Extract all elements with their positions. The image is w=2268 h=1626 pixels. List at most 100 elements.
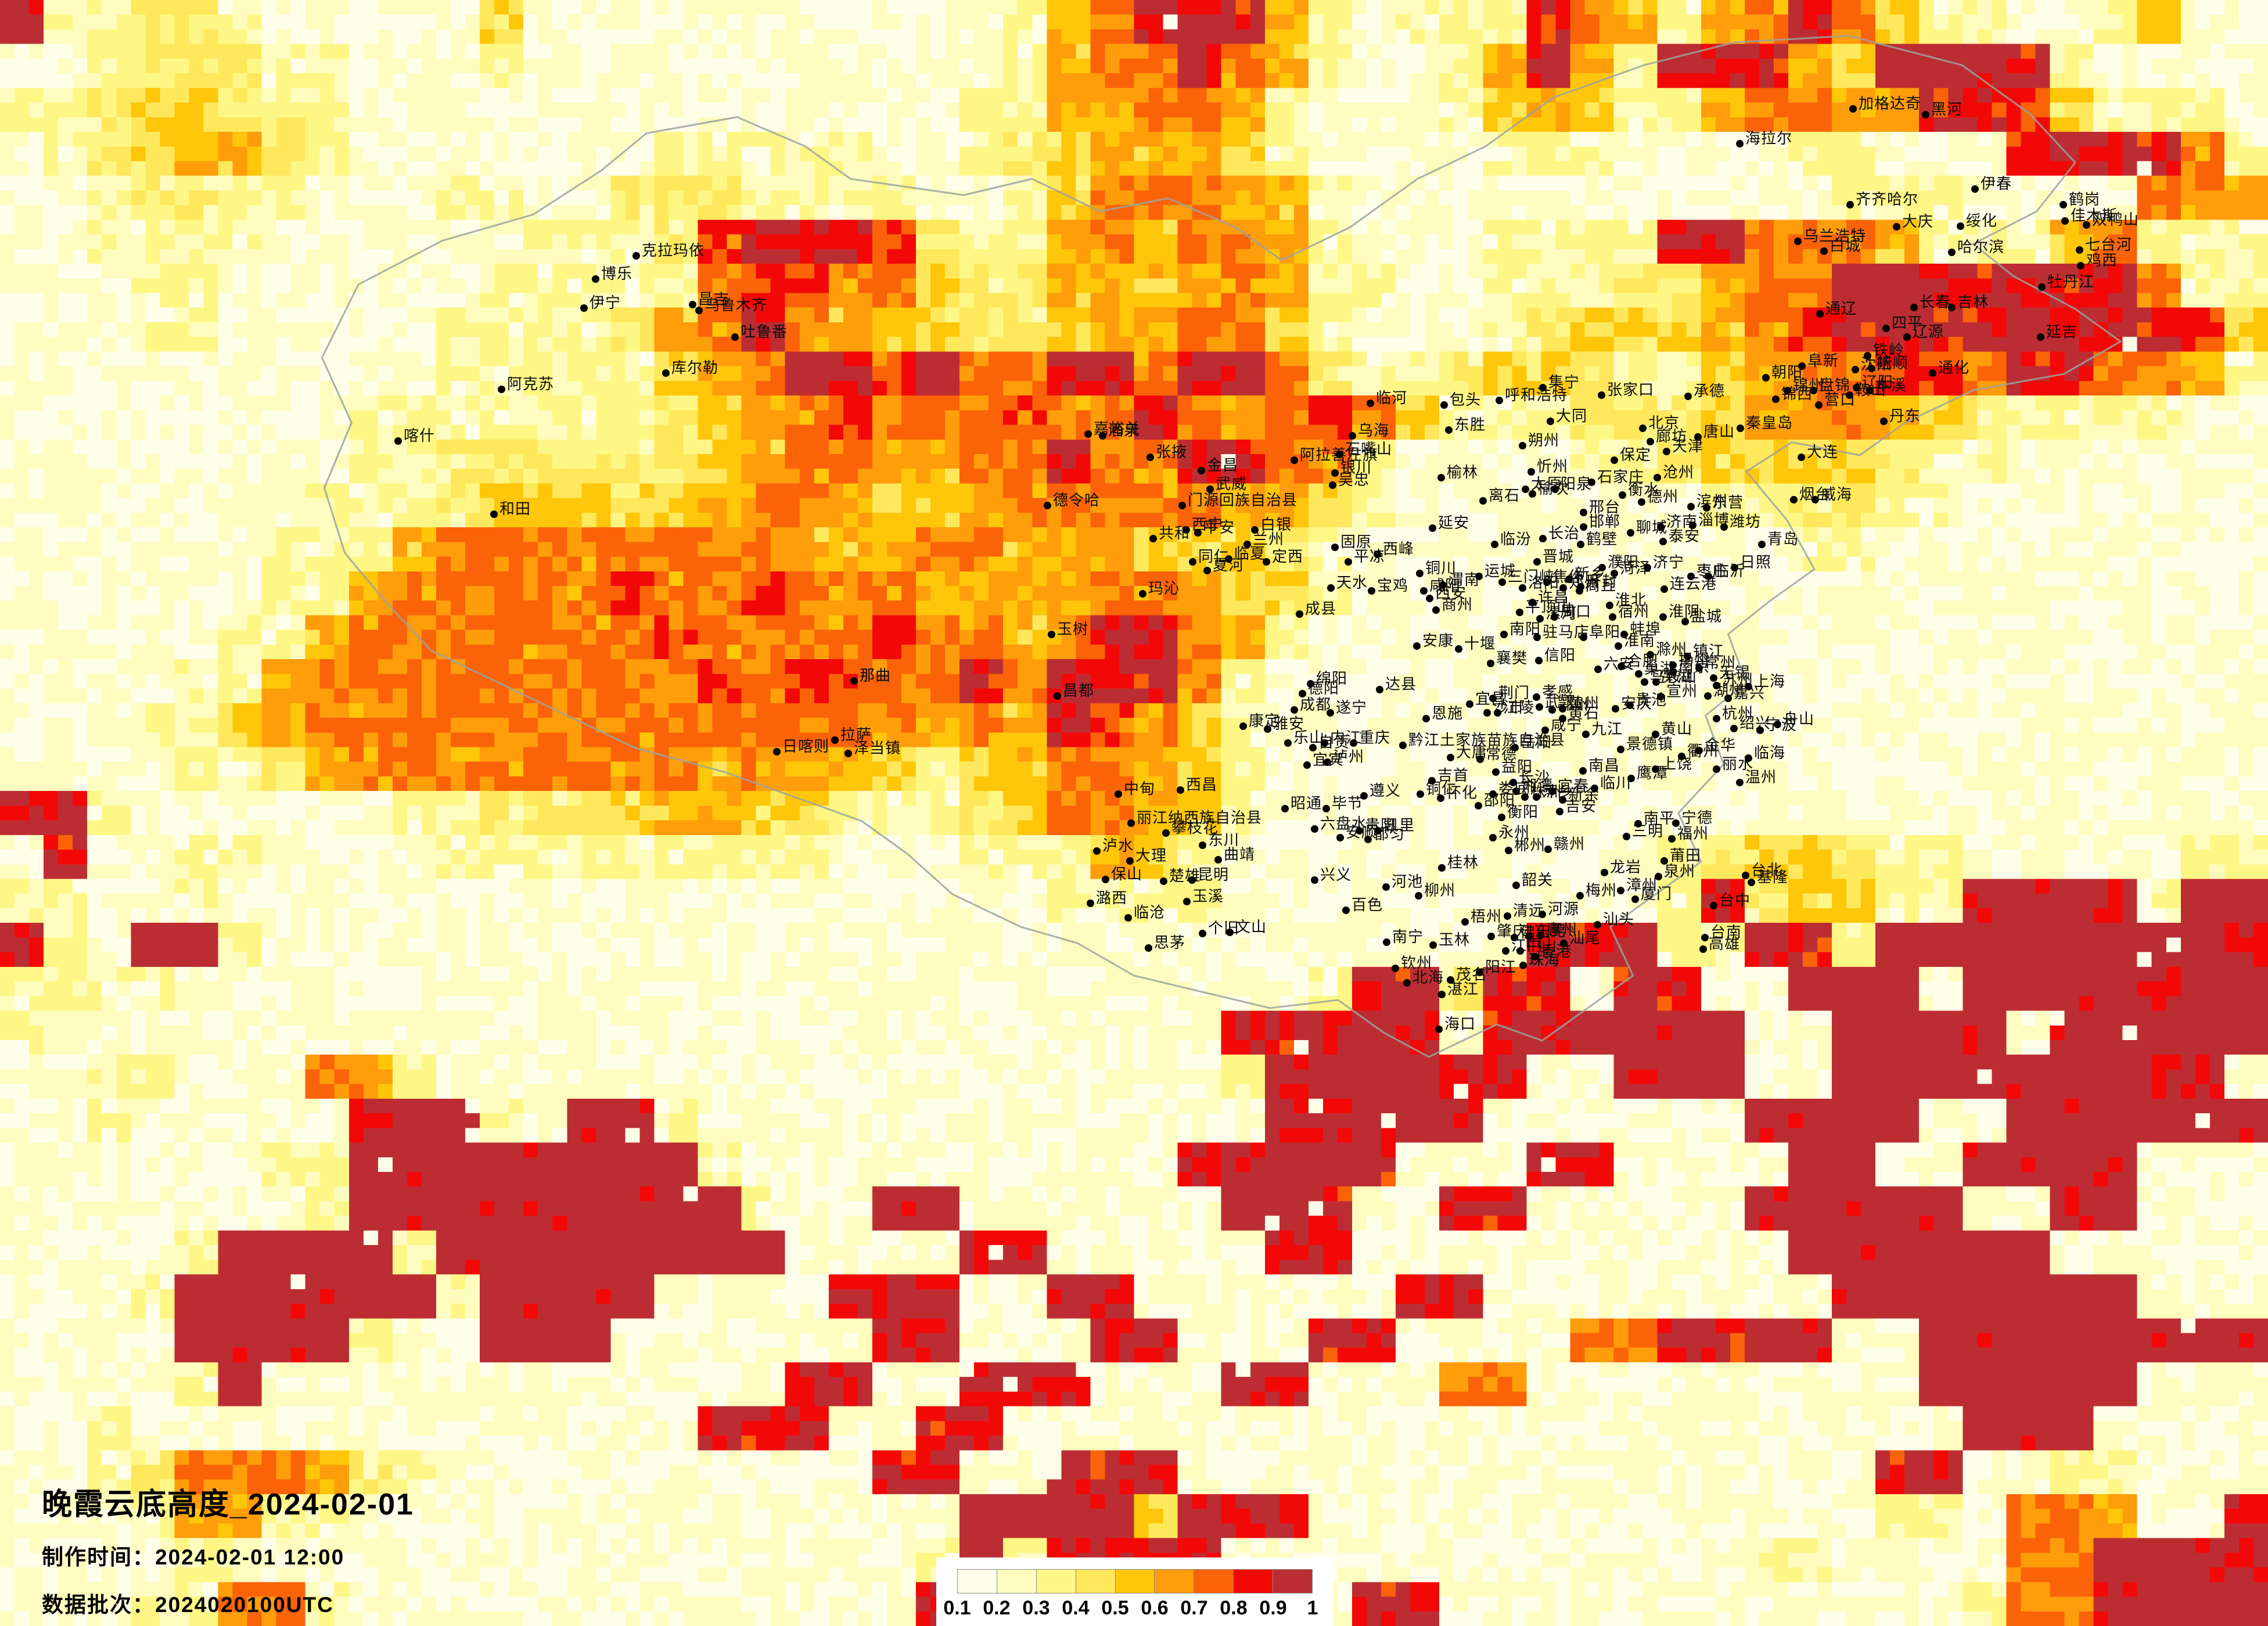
city-marker: 海口 (1435, 1015, 1476, 1035)
city-label: 潍坊 (1730, 513, 1762, 531)
city-label: 德令哈 (1053, 491, 1101, 509)
city-marker: 郑州 (1559, 574, 1600, 593)
city-dot-icon (1486, 660, 1494, 668)
city-label: 东莞 (1534, 922, 1566, 940)
city-label: 吴忠 (1338, 471, 1370, 489)
city-dot-icon (1655, 873, 1662, 881)
city-label: 玉林 (1439, 931, 1471, 949)
city-marker: 德州 (1638, 488, 1678, 508)
city-dot-icon (1713, 682, 1720, 690)
city-label: 成县 (1305, 600, 1337, 618)
city-marker: 临汾 (1491, 530, 1532, 550)
city-marker: 滨州 (1687, 492, 1728, 512)
city-label: 北京 (1648, 414, 1680, 432)
legend-tick-label: 0.6 (1141, 1597, 1169, 1619)
city-label: 宣州 (1666, 682, 1698, 700)
city-label: 恩施 (1432, 704, 1464, 722)
city-label: 佳木斯 (2071, 207, 2118, 225)
city-dot-icon (1225, 555, 1232, 563)
city-label: 岳阳 (1521, 733, 1552, 751)
city-label: 那曲 (860, 667, 892, 685)
city-dot-icon (1349, 432, 1356, 440)
city-marker: 三明 (1623, 822, 1663, 842)
city-label: 临海 (1754, 744, 1786, 762)
city-dot-icon (1303, 761, 1311, 769)
city-label: 达县 (1385, 675, 1417, 693)
city-dot-icon (1376, 686, 1383, 694)
city-dot-icon (1724, 695, 1732, 703)
city-dot-icon (1536, 615, 1544, 623)
city-dot-icon (2076, 246, 2083, 254)
city-label: 廊坊 (1656, 427, 1688, 445)
city-marker: 菏泽 (1611, 559, 1651, 579)
city-dot-icon (1299, 690, 1306, 698)
city-dot-icon (1539, 911, 1546, 919)
city-marker: 淮南 (1615, 632, 1655, 652)
city-dot-icon (1527, 468, 1535, 476)
city-marker: 济宁 (1644, 553, 1684, 573)
city-marker: 个旧 (1199, 919, 1239, 939)
city-dot-icon (1864, 352, 1871, 360)
city-marker: 玉溪 (1183, 887, 1224, 907)
city-marker: 平安 (1194, 519, 1235, 538)
city-dot-icon (1479, 497, 1487, 505)
city-marker: 临川 (1591, 774, 1631, 794)
city-dot-icon (1647, 438, 1654, 446)
city-dot-icon (1910, 304, 1918, 312)
city-dot-icon (1368, 587, 1375, 595)
city-marker: 汕头 (1594, 911, 1634, 930)
city-dot-icon (490, 510, 498, 519)
city-label: 保山 (1111, 865, 1143, 883)
city-label: 石嘴山 (1345, 440, 1393, 458)
city-marker: 台南 (1701, 923, 1742, 943)
city-dot-icon (1654, 474, 1661, 482)
city-label: 昌吉 (698, 290, 730, 308)
city-marker: 永州 (1489, 823, 1530, 843)
city-marker: 昭通 (1281, 794, 1322, 814)
city-label: 石家庄 (1597, 468, 1645, 486)
city-dot-icon (1531, 953, 1539, 961)
city-label: 日照 (1740, 553, 1772, 571)
city-dot-icon (1115, 790, 1122, 798)
city-label: 阿拉善左旗 (1300, 446, 1379, 464)
city-marker: 日喀则 (773, 738, 829, 757)
city-dot-icon (1547, 418, 1554, 426)
city-label: 长沙 (1519, 768, 1551, 786)
city-marker: 中山 (1516, 937, 1557, 956)
city-label: 武威 (1216, 475, 1248, 493)
city-marker: 乐山 (1284, 729, 1325, 749)
city-dot-icon (1626, 702, 1634, 710)
city-marker: 江陵 (1494, 699, 1534, 718)
city-dot-icon (1701, 934, 1709, 942)
city-marker: 南京 (1669, 658, 1710, 678)
city-dot-icon (1160, 877, 1167, 886)
city-dot-icon (1559, 796, 1566, 804)
city-dot-icon (1439, 581, 1447, 589)
city-dot-icon (1903, 333, 1911, 341)
city-dot-icon (1445, 426, 1453, 434)
city-dot-icon (1511, 934, 1518, 942)
city-marker: 阜阳 (1580, 623, 1620, 643)
city-dot-icon (1309, 744, 1317, 752)
city-dot-icon (731, 333, 739, 341)
produced-time-value: 2024-02-01 12:00 (155, 1545, 345, 1569)
city-dot-icon (1852, 366, 1859, 374)
city-label: 玉树 (1057, 620, 1089, 638)
city-dot-icon (1644, 564, 1651, 572)
city-marker: 安庆 (1612, 695, 1652, 714)
city-dot-icon (1609, 613, 1616, 621)
city-label: 玛沁 (1148, 580, 1180, 598)
city-marker: 阜新 (1798, 352, 1839, 372)
city-dot-icon (1437, 794, 1444, 803)
city-marker: 宜昌 (1466, 690, 1507, 710)
city-dot-icon (1620, 631, 1628, 639)
city-marker: 巢湖 (1635, 660, 1676, 679)
city-label: 安顺 (1346, 823, 1378, 841)
city-dot-icon (1509, 779, 1517, 787)
city-marker: 临河 (1367, 389, 1407, 409)
city-dot-icon (1489, 834, 1497, 842)
city-dot-icon (1559, 705, 1566, 713)
city-label: 临汾 (1500, 530, 1532, 548)
city-marker: 抚顺 (1868, 354, 1908, 374)
city-marker: 齐齐哈尔 (1846, 190, 1918, 210)
